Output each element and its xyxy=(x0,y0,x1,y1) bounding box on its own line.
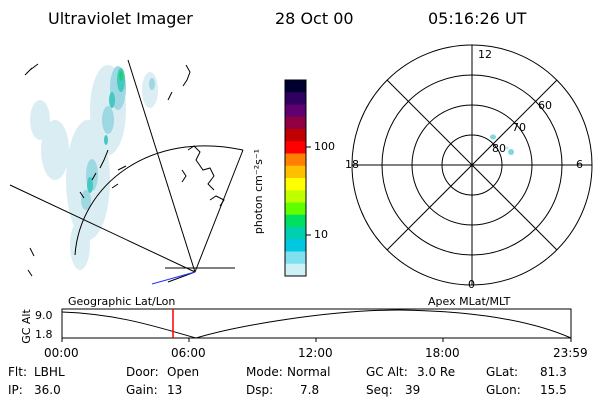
door-value: Open xyxy=(167,365,200,379)
polar-label-0: 0 xyxy=(468,278,475,291)
colorbar-tick-100: 100 xyxy=(314,140,335,153)
colorbar-band xyxy=(285,202,306,216)
glat-value: 81.3 xyxy=(540,365,567,379)
gcalt-label: GC Alt: xyxy=(366,365,408,379)
colorbar-band xyxy=(285,141,306,154)
colorbar-band xyxy=(285,263,306,277)
ip-label: IP: xyxy=(8,383,23,397)
polar-lat-label-70: 70 xyxy=(512,121,526,134)
colorbar-band xyxy=(285,178,306,191)
glon-value: 15.5 xyxy=(540,383,567,397)
ip-value: 36.0 xyxy=(34,383,61,397)
timeline-frame xyxy=(61,308,572,339)
colorbar-band xyxy=(285,239,306,252)
colorbar-band xyxy=(285,92,306,105)
polar-lat-label-80: 80 xyxy=(492,142,506,155)
polar-lat-label-60: 60 xyxy=(538,99,552,112)
spacecraft-track xyxy=(151,271,196,285)
seq-value: 39 xyxy=(405,383,421,397)
glon-label: GLon: xyxy=(486,383,521,397)
colorbar-band xyxy=(285,251,306,265)
colorbar-band xyxy=(285,165,306,179)
dsp-value: 7.8 xyxy=(300,383,320,397)
colorbar-band xyxy=(285,214,306,228)
flt-label: Flt: xyxy=(8,365,27,379)
orbit-altitude-curve xyxy=(61,309,572,339)
colorbar-band xyxy=(285,129,306,142)
timeline-x-tick-1200: 12:00 xyxy=(298,346,333,360)
timeline-x-tick-0000: 00:00 xyxy=(44,346,79,360)
colorbar-band xyxy=(285,190,306,203)
colorbar-tick-10: 10 xyxy=(314,228,328,241)
timeline-y-tick-9: 9.0 xyxy=(35,309,53,322)
polar-emission xyxy=(490,134,514,155)
timeline-x-tick-0600: 06:00 xyxy=(171,346,206,360)
door-label: Door: xyxy=(126,365,159,379)
mode-label: Mode: xyxy=(246,365,283,379)
map-grid-lines xyxy=(9,59,244,283)
colorbar-band xyxy=(285,104,306,118)
colorbar-band xyxy=(285,227,306,240)
polar-label-6: 6 xyxy=(576,158,583,171)
coastline-outlines xyxy=(24,63,225,277)
observation-date: 28 Oct 00 xyxy=(275,9,354,28)
gcalt-value: 3.0 Re xyxy=(417,365,456,379)
colorbar-band xyxy=(285,116,306,130)
dsp-label: Dsp: xyxy=(246,383,274,397)
gain-value: 13 xyxy=(167,383,183,397)
colorbar-band xyxy=(285,80,306,93)
auroral-emission xyxy=(30,65,158,270)
polar-label-12: 12 xyxy=(478,48,492,61)
mode-value: Normal xyxy=(287,365,331,379)
timeline-y-tick-1-8: 1.8 xyxy=(35,328,53,341)
gain-label: Gain: xyxy=(126,383,158,397)
glat-label: GLat: xyxy=(486,365,519,379)
instrument-title: Ultraviolet Imager xyxy=(48,9,193,28)
seq-label: Seq: xyxy=(366,383,393,397)
colorbar-band xyxy=(285,153,306,167)
flt-value: LBHL xyxy=(34,365,65,379)
observation-time: 05:16:26 UT xyxy=(428,9,527,28)
timeline-left-title: Geographic Lat/Lon xyxy=(68,295,176,308)
timeline-x-tick-1800: 18:00 xyxy=(425,346,460,360)
timeline-x-tick-2359: 23:59 xyxy=(553,346,588,360)
polar-label-18: 18 xyxy=(345,158,359,171)
polar-diagonal-2 xyxy=(386,79,558,251)
timeline-right-title: Apex MLat/MLT xyxy=(428,295,511,308)
